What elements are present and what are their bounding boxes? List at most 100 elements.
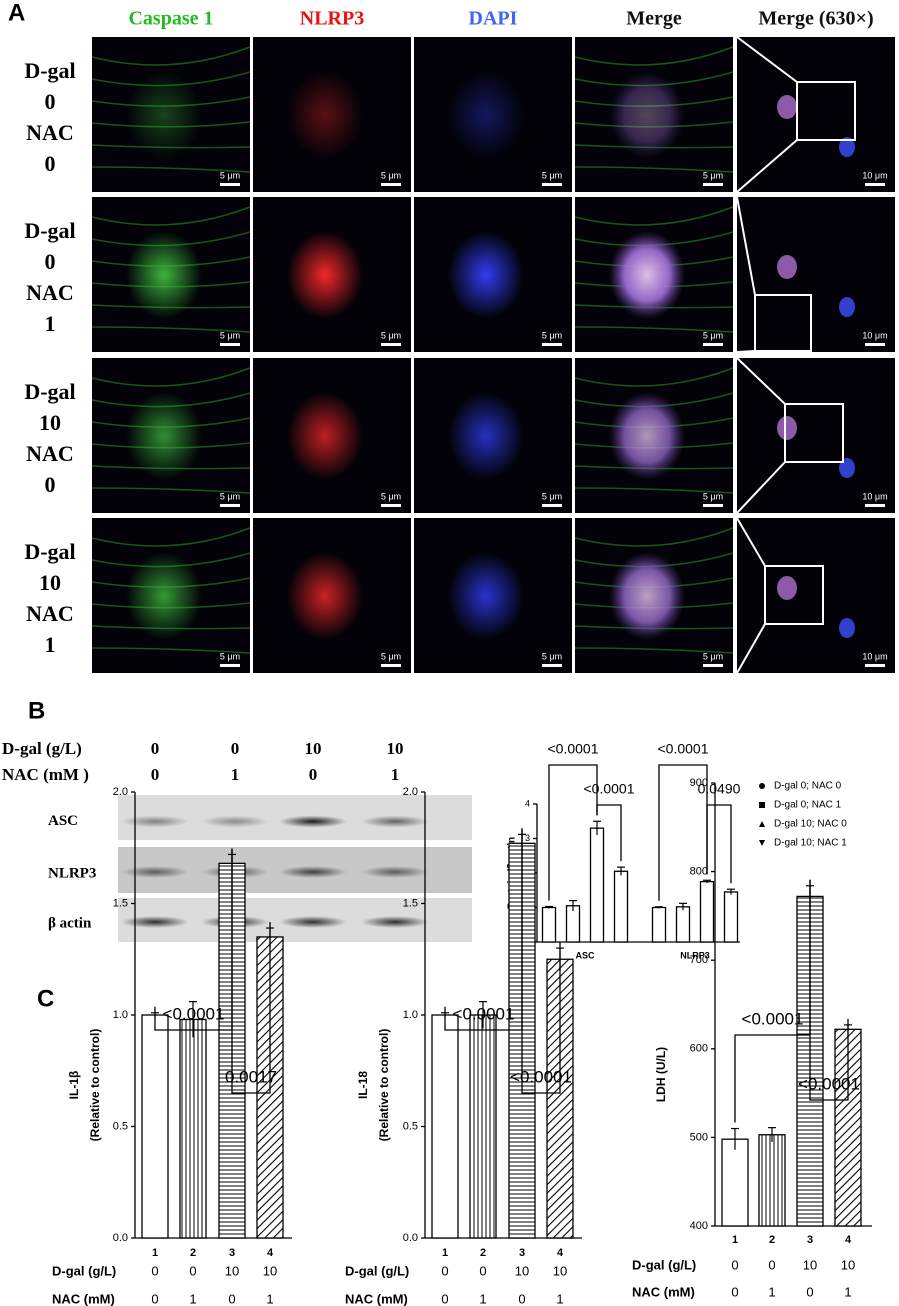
p-value: <0.0001 — [658, 741, 709, 757]
zoom-line — [736, 36, 798, 83]
column-header: Caspase 1 — [128, 8, 213, 30]
scale-bar-label: 5 μm — [703, 651, 723, 661]
scale-bar-label: 5 μm — [220, 330, 240, 340]
fiber — [574, 647, 734, 654]
micrograph — [737, 197, 895, 352]
scale-bar — [703, 183, 723, 186]
band-label: β actin — [48, 915, 92, 931]
scale-bar-label: 5 μm — [703, 491, 723, 501]
scale-bar — [381, 504, 401, 507]
row-label: D-gal — [24, 218, 75, 243]
y-tick-label: 0.0 — [403, 1232, 418, 1244]
scale-bar — [865, 664, 885, 667]
row-label: 1 — [45, 311, 56, 336]
nucleus — [287, 231, 363, 319]
table-value: 0 — [518, 1291, 525, 1306]
fiber — [91, 647, 251, 654]
error-bar — [593, 820, 601, 836]
fiber — [574, 46, 734, 66]
table-value: 10 — [553, 1263, 567, 1278]
error-bar — [655, 906, 663, 909]
table-value: 0 — [479, 1263, 486, 1278]
y-tick-label: 700 — [690, 954, 708, 966]
y-tick-label: 3 — [525, 833, 530, 843]
scale-bar — [703, 343, 723, 346]
zoom-box — [754, 294, 812, 352]
column-header: NLRP3 — [300, 8, 364, 30]
zoom-box — [784, 403, 844, 463]
bar — [699, 880, 715, 943]
cell — [777, 576, 797, 600]
condition-value: 10 — [305, 739, 322, 758]
fiber — [91, 487, 251, 494]
scale-bar — [220, 504, 240, 507]
p-value: <0.0001 — [453, 1004, 515, 1023]
column-header: Merge (630×) — [758, 8, 873, 30]
y-tick-label: 0.0 — [113, 1232, 128, 1244]
bar — [541, 906, 557, 943]
error-bar — [617, 866, 625, 876]
nucleus — [609, 71, 685, 159]
micrograph — [737, 37, 895, 192]
y-tick-label: 2.0 — [113, 786, 128, 798]
legend-marker — [759, 840, 765, 846]
condition-value: 0 — [151, 739, 160, 758]
zoom-line — [736, 357, 786, 405]
fiber — [574, 487, 734, 494]
condition-value: 10 — [387, 739, 404, 758]
scale-bar — [542, 664, 562, 667]
bar — [758, 1134, 786, 1227]
significance-bracket — [548, 764, 598, 901]
zoom-box — [764, 565, 824, 625]
panel-label: C — [37, 985, 54, 1012]
condition-value: 0 — [151, 765, 160, 784]
y-tick-label: 1.5 — [403, 897, 418, 909]
nucleus — [126, 71, 202, 159]
zoom-line — [736, 517, 766, 567]
zoom-line — [736, 461, 786, 514]
fiber — [574, 326, 734, 333]
scale-bar — [220, 664, 240, 667]
scale-bar-label: 5 μm — [703, 330, 723, 340]
micrograph — [737, 518, 895, 673]
table-label: D-gal (g/L) — [345, 1263, 409, 1278]
table-value: 10 — [841, 1257, 855, 1272]
table-value: 0 — [151, 1263, 158, 1278]
row-label: NAC — [26, 280, 74, 305]
scale-bar-label: 5 μm — [381, 330, 401, 340]
bar — [565, 905, 581, 943]
x-tick-label: 3 — [229, 1247, 235, 1259]
fiber — [91, 326, 251, 333]
scale-bar — [542, 183, 562, 186]
y-tick-label: 600 — [690, 1043, 708, 1055]
cell — [777, 255, 797, 279]
zoom-line — [736, 350, 756, 353]
table-value: 1 — [189, 1291, 196, 1306]
scale-bar-label: 5 μm — [542, 651, 562, 661]
band-label: ASC — [48, 813, 78, 829]
x-tick-label: 4 — [845, 1234, 852, 1246]
band — [361, 916, 429, 928]
p-value: <0.0001 — [163, 1004, 225, 1023]
significance-bracket — [809, 879, 849, 1101]
scale-bar-label: 5 μm — [220, 170, 240, 180]
nucleus — [287, 71, 363, 159]
legend-marker — [759, 783, 765, 789]
row-label: D-gal — [24, 58, 75, 83]
scale-bar — [865, 504, 885, 507]
table-value: 1 — [844, 1284, 851, 1299]
error-bar — [727, 888, 735, 895]
scale-bar — [703, 504, 723, 507]
row-label: NAC — [26, 601, 74, 626]
x-tick-label: 3 — [807, 1234, 813, 1246]
fiber — [91, 46, 251, 66]
y-axis-title: IL-18 — [356, 1071, 370, 1099]
error-bar — [545, 905, 553, 909]
table-label: D-gal (g/L) — [52, 1263, 116, 1278]
x-tick-label: ASC — [575, 950, 595, 960]
condition-value: 0 — [309, 765, 318, 784]
cell — [777, 95, 797, 119]
y-tick-label: 0.5 — [403, 1120, 418, 1132]
table-label: NAC (mM) — [52, 1291, 115, 1306]
